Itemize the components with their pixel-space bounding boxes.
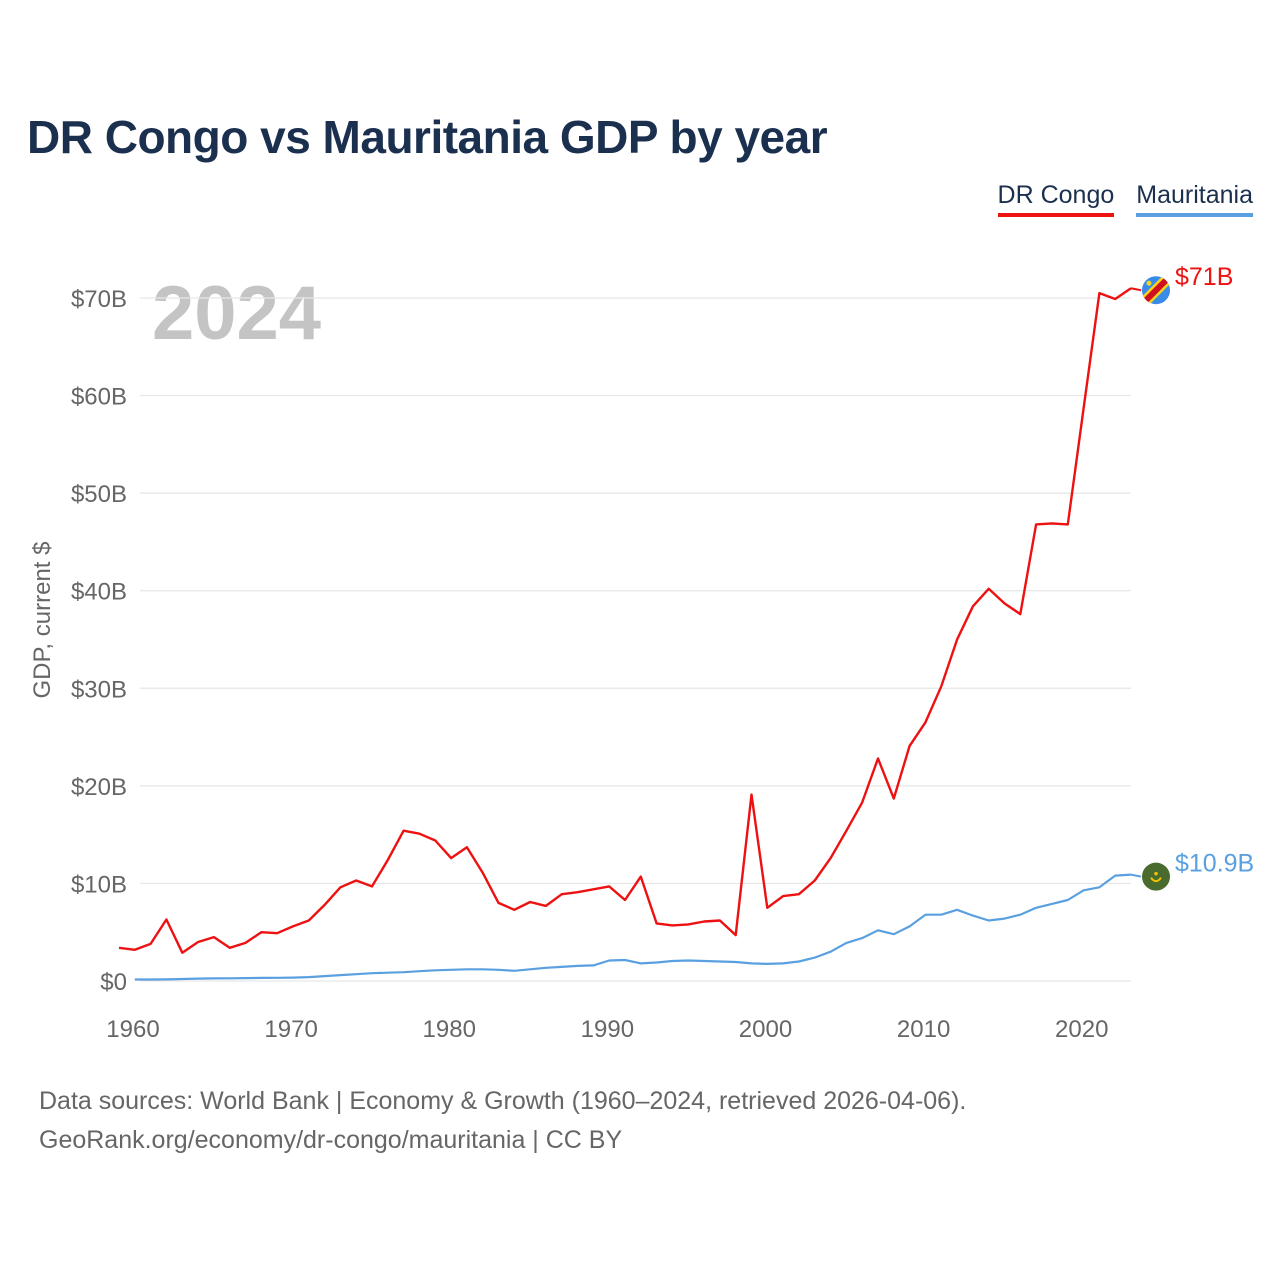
- end-markers: $71B $10.9B: [1130, 263, 1254, 891]
- data-sources-note: Data sources: World Bank | Economy & Gro…: [39, 1087, 967, 1115]
- series-layer: [118, 287, 1132, 981]
- x-tick-label: 1960: [106, 1016, 159, 1043]
- y-tick-label: $60B: [71, 384, 127, 411]
- legend: DR Congo Mauritania: [997, 180, 1253, 217]
- y-axis-label: GDP, current $: [29, 542, 56, 699]
- dr-congo-flag-icon: [1142, 276, 1170, 305]
- end-connector: [1130, 287, 1142, 292]
- year-watermark: 2024: [152, 271, 321, 356]
- series-line-mauritania[interactable]: [134, 873, 1132, 981]
- y-tick-label: $40B: [71, 579, 127, 606]
- x-tick-label: 2000: [739, 1016, 792, 1043]
- x-tick-label: 1970: [264, 1016, 317, 1043]
- y-tick-label: $0: [100, 969, 127, 996]
- legend-item-dr-congo[interactable]: DR Congo: [997, 180, 1115, 217]
- mauritania-flag-icon: [1142, 862, 1170, 891]
- source-url: GeoRank.org/economy/dr-congo/mauritania …: [39, 1126, 623, 1154]
- x-tick-label: 2010: [897, 1016, 950, 1043]
- series-line-dr-congo[interactable]: [118, 287, 1132, 954]
- x-axis: 1960 1970 1980 1990 2000 2010 2020: [106, 1016, 1108, 1043]
- x-tick-label: 2020: [1055, 1016, 1108, 1043]
- legend-item-mauritania[interactable]: Mauritania: [1136, 180, 1253, 217]
- footer: Data sources: World Bank | Economy & Gro…: [39, 1082, 966, 1160]
- end-connector: [1130, 873, 1142, 878]
- end-value-label: $71B: [1175, 263, 1233, 291]
- x-tick-label: 1980: [423, 1016, 476, 1043]
- y-tick-label: $70B: [71, 286, 127, 313]
- chart-title: DR Congo vs Mauritania GDP by year: [27, 111, 828, 163]
- y-tick-label: $20B: [71, 774, 127, 801]
- y-tick-label: $30B: [71, 676, 127, 703]
- y-tick-label: $10B: [71, 871, 127, 898]
- gridlines: [140, 297, 1131, 982]
- x-tick-label: 1990: [581, 1016, 634, 1043]
- gdp-line-chart: 2024 $0 $10B $20B $30B $40B $50B $60B $70B 1960…: [29, 263, 1254, 1043]
- end-value-label: $10.9B: [1175, 850, 1254, 878]
- y-axis: $0 $10B $20B $30B $40B $50B $60B $70B: [71, 286, 127, 996]
- y-tick-label: $50B: [71, 481, 127, 508]
